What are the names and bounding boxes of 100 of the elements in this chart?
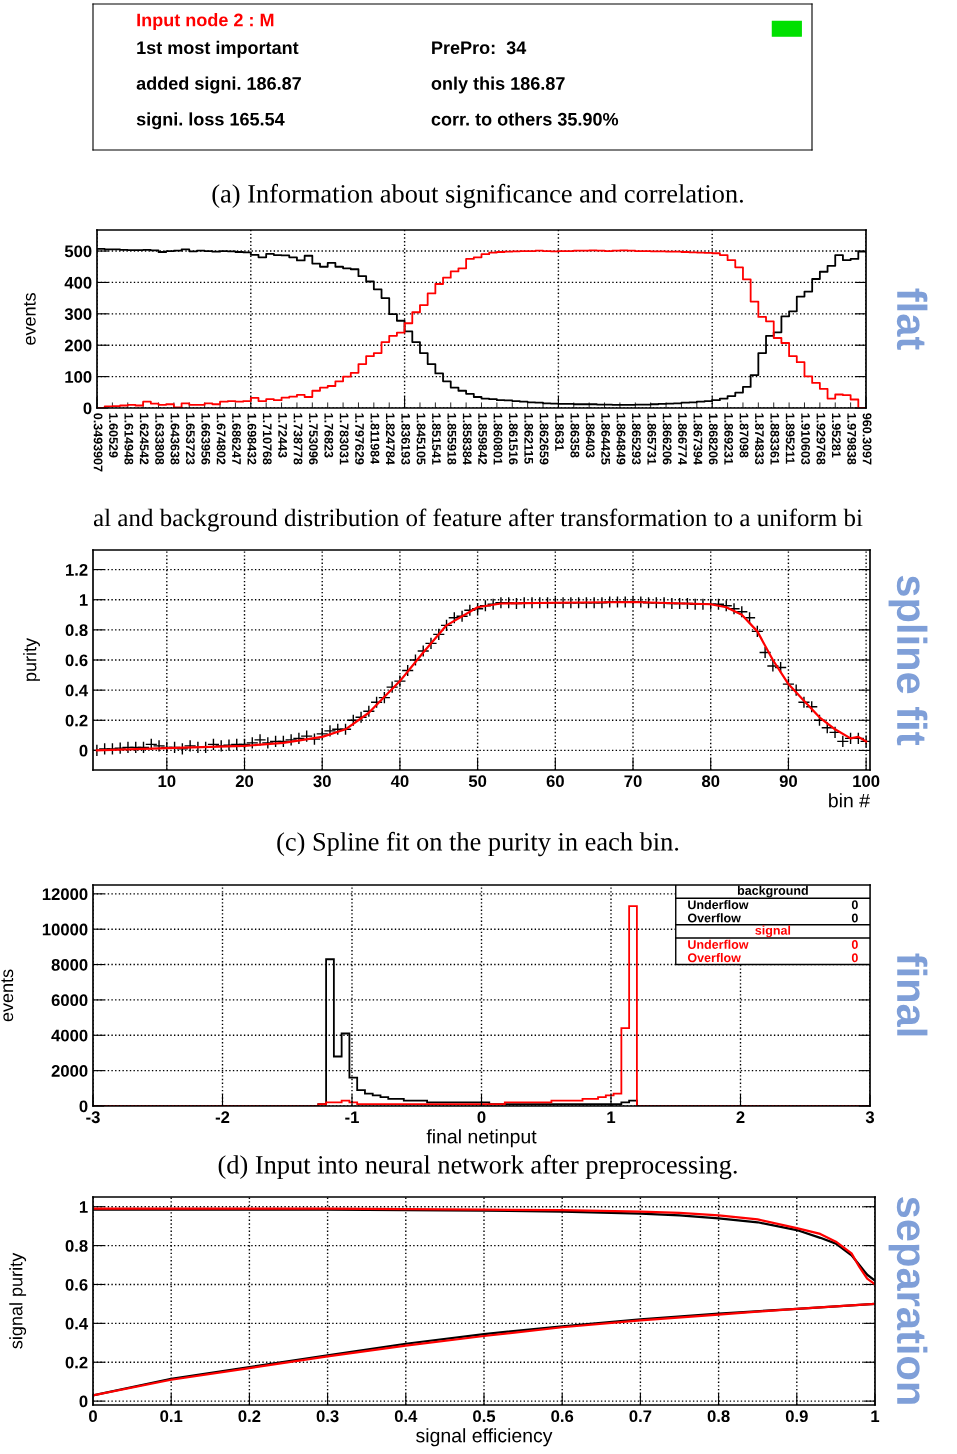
x-tick-label: 1.861516 <box>508 413 518 465</box>
y-tick-label: 0.8 <box>65 1240 88 1252</box>
x-tick-label: 0.1 <box>160 1410 183 1423</box>
x-tick-label: 1.738778 <box>293 413 303 465</box>
y-tick-label: 2000 <box>51 1065 88 1077</box>
x-tick-label: 20 <box>235 775 254 788</box>
x-tick-label: 40 <box>390 775 409 788</box>
x-tick-label: 1.864849 <box>616 413 626 465</box>
x-tick-label: 1.87098 <box>739 413 749 458</box>
x-tick-label: 2 <box>736 1111 745 1123</box>
text: separation <box>888 1197 928 1404</box>
x-tick-label: 1.869231 <box>724 413 734 465</box>
x-tick-label: 80 <box>701 775 720 788</box>
x-tick-label: 1.862659 <box>539 413 549 465</box>
text: only this 186.87 <box>431 76 565 94</box>
x-tick-label: 1.851541 <box>432 413 441 465</box>
text: background <box>737 885 808 898</box>
y-tick-label: 0 <box>79 1100 88 1113</box>
x-tick-label: 1.633808 <box>155 413 165 465</box>
x-tick-label: 0.7 <box>629 1410 652 1423</box>
x-tick-label: 960.3097 <box>862 413 872 465</box>
text: spline fit <box>888 575 928 746</box>
x-tick-label: 1.797629 <box>355 413 364 465</box>
x-tick-label: 1.866206 <box>662 413 672 465</box>
y-tick-label: 0.8 <box>65 624 88 637</box>
x-tick-label: 0.3493907 <box>93 413 103 472</box>
x-axis-title: final netinput <box>426 1129 537 1148</box>
y-tick-label: 0.2 <box>65 714 88 727</box>
y-tick-label: 300 <box>64 308 92 321</box>
x-tick-label: 50 <box>468 775 487 788</box>
x-tick-label: 1.874833 <box>754 413 764 465</box>
y-tick-label: 0.4 <box>65 1317 89 1330</box>
text: Input node 2 : M <box>137 13 274 30</box>
y-axis-title: signal purity <box>9 1252 27 1349</box>
annotation: Underflow <box>688 939 749 949</box>
y-tick-label: 0.6 <box>65 654 88 667</box>
x-tick-label: 1.859842 <box>478 413 487 465</box>
text: final <box>896 953 928 1036</box>
x-tick-label: 0 <box>477 1111 486 1124</box>
annotation: 0 <box>851 953 858 963</box>
text: (c) Spline fit on the purity in each bin. <box>277 831 679 857</box>
text: (a) Information about significance and correlation. <box>212 183 743 209</box>
x-tick-label: -2 <box>215 1111 230 1123</box>
x-tick-label: 1.643638 <box>170 413 180 465</box>
y-axis-title: events <box>23 293 36 345</box>
y-tick-label: 100 <box>65 371 92 383</box>
x-tick-label: 0.4 <box>394 1410 418 1423</box>
x-tick-label: 1.72443 <box>278 413 288 458</box>
x-tick-label: 1.858384 <box>462 413 472 465</box>
x-tick-label: 1.862115 <box>524 413 534 464</box>
y-tick-label: 400 <box>64 276 92 289</box>
x-tick-label: 70 <box>624 775 642 788</box>
y-tick-label: 8000 <box>51 958 88 971</box>
x-tick-label: 1.929768 <box>816 413 826 465</box>
y-tick-label: 0.2 <box>65 1356 88 1369</box>
x-tick-label: 1.686247 <box>232 413 241 465</box>
annotation: Overflow <box>687 952 741 963</box>
y-tick-label: 200 <box>64 339 92 352</box>
x-tick-label: 1.86358 <box>570 413 580 458</box>
y-tick-label: 12000 <box>42 888 88 901</box>
x-tick-label: 1.95281 <box>831 413 841 458</box>
annotation: 0 <box>851 900 858 910</box>
x-tick-label: 1.811984 <box>370 413 380 465</box>
y-tick-label: 6000 <box>51 994 88 1007</box>
y-tick-label: 0 <box>83 402 92 415</box>
x-tick-label: 1.60529 <box>109 413 118 458</box>
x-tick-label: 90 <box>779 775 797 788</box>
x-tick-label: 1.845105 <box>416 413 426 465</box>
x-tick-label: 0.2 <box>238 1410 261 1423</box>
x-tick-label: 1.8631 <box>555 413 564 451</box>
y-tick-label: 0.6 <box>65 1278 88 1291</box>
x-tick-label: 1.824784 <box>385 413 395 465</box>
text: 1st most important <box>137 40 299 58</box>
x-tick-label: -1 <box>345 1111 359 1123</box>
y-tick-label: 1.2 <box>66 563 88 576</box>
annotation: 0 <box>851 913 858 923</box>
text: al and background distribution of feature after transformation to a uniform bi <box>93 508 863 532</box>
text: PrePro: 34 <box>432 41 527 55</box>
x-axis-title: signal efficiency <box>416 1428 553 1447</box>
x-tick-label: 1.783031 <box>339 413 349 465</box>
y-tick-label: 1 <box>79 594 88 606</box>
text: signi. loss 165.54 <box>136 112 285 130</box>
x-tick-label: 1.910603 <box>801 413 810 465</box>
y-tick-label: 0 <box>79 1395 88 1408</box>
x-tick-label: 1.865293 <box>631 413 641 465</box>
text: added signi. 186.87 <box>136 76 301 94</box>
annotation: 0 <box>851 940 858 949</box>
x-tick-label: 1.866774 <box>678 413 687 465</box>
y-tick-label: 10000 <box>42 923 88 936</box>
x-tick-label: 1 <box>607 1111 616 1123</box>
x-tick-label: 1.895211 <box>785 413 795 464</box>
annotation: Underflow <box>688 899 749 910</box>
y-tick-label: 0 <box>79 744 88 757</box>
x-tick-label: 1.867394 <box>693 413 703 465</box>
x-tick-label: 1.663956 <box>201 413 211 465</box>
x-tick-label: 1.653723 <box>185 413 195 465</box>
y-tick-label: 500 <box>64 245 92 258</box>
x-tick-label: 1.698432 <box>247 413 257 465</box>
text: corr. to others 35.90% <box>431 112 619 126</box>
x-tick-label: 1.614948 <box>124 413 134 465</box>
